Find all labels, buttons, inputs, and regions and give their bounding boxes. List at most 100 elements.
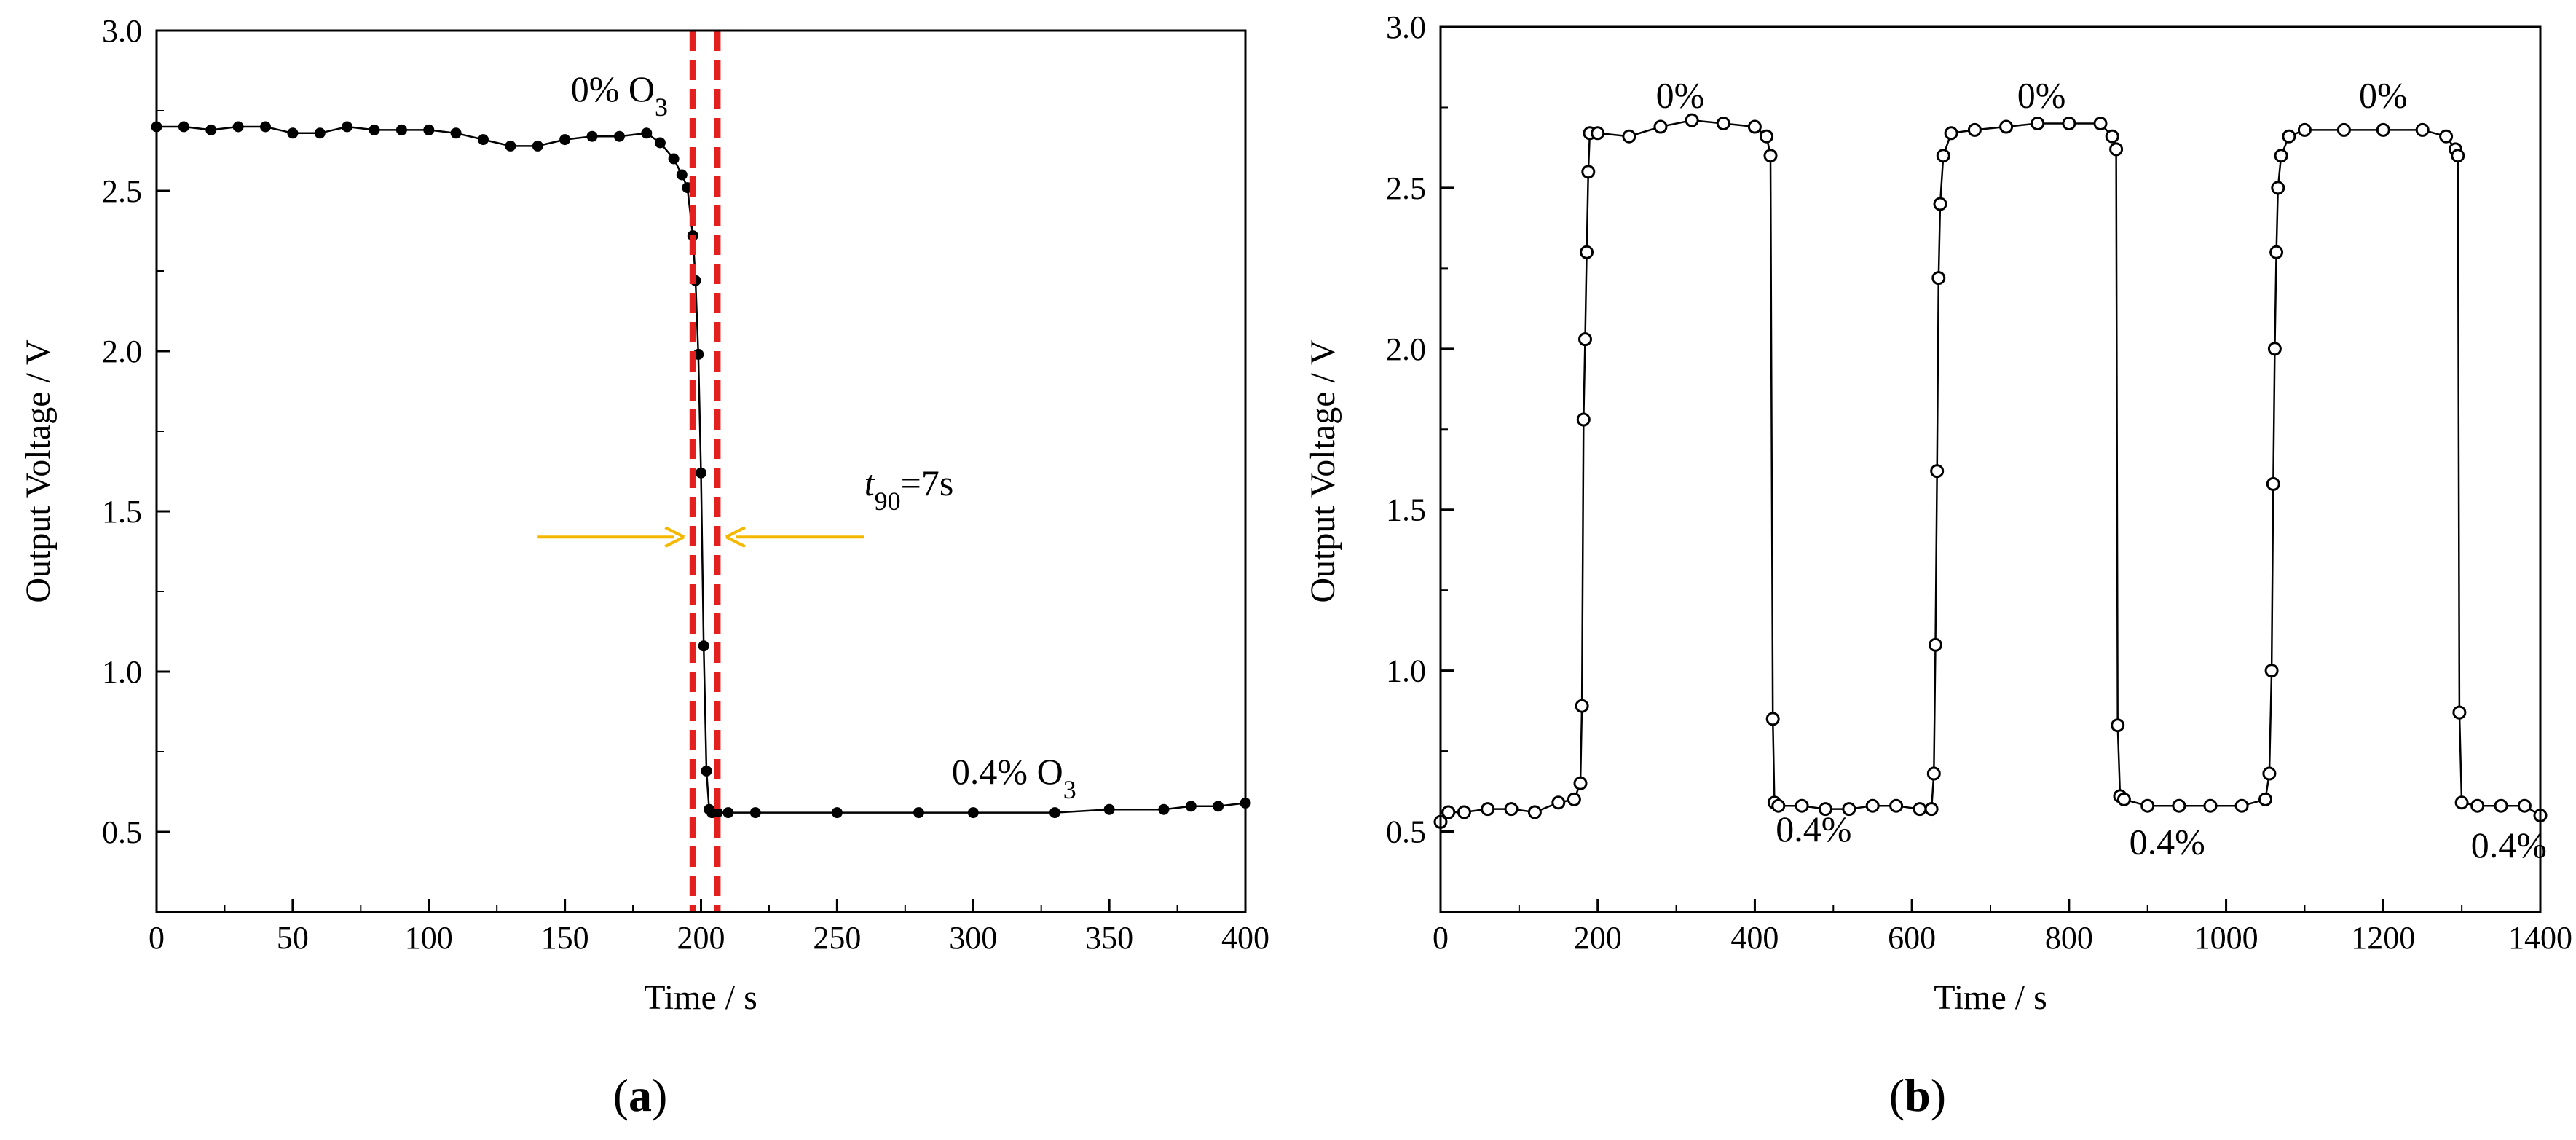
panel-b-data-point	[1567, 792, 1581, 806]
panel-b-data-point	[1842, 802, 1856, 817]
panel-a-x-tick-label: 250	[813, 920, 861, 956]
panel-b-annotation-5: 0.4%	[2471, 825, 2547, 865]
panel-b-annotation-1: 0%	[2017, 74, 2066, 115]
panel-a-y-tick-label: 3.0	[102, 13, 142, 49]
panel-b-annotation-2: 0%	[2359, 74, 2408, 115]
panel-b-data-point	[2031, 117, 2045, 130]
panel-a-data-point	[205, 124, 217, 135]
panel-a-data-point	[1158, 803, 1170, 815]
panel-a-y-tick-label: 0.5	[102, 814, 142, 850]
panel-b-data-point	[2336, 122, 2351, 137]
panel-a-x-tick-label: 350	[1085, 920, 1133, 956]
panel-b-data-point	[2262, 766, 2277, 781]
panel-b-data-point	[1622, 129, 1636, 144]
panel-b-x-tick-label: 0	[1433, 920, 1449, 956]
panel-b-x-tick-label: 400	[1730, 920, 1779, 956]
panel-b-data-point	[1930, 464, 1945, 479]
panel-b-data-point	[1581, 165, 1596, 179]
panel-b-data-point	[2105, 129, 2119, 144]
panel-b-data-point	[1765, 712, 1780, 726]
panel-b-data-point	[2452, 705, 2467, 720]
panel-b-data-point	[2376, 122, 2390, 137]
panel-a-data-point	[369, 124, 380, 135]
panel-b-data-point	[1551, 795, 1566, 810]
panel-a-data-point	[260, 121, 271, 133]
panel-b-data-point	[2264, 664, 2279, 678]
panel-b-ticks: 0 200 400 600 800 1000 1200 1400 0.5 1.0 1.5 2.0 2.5…	[1386, 9, 2572, 956]
panel-a-x-tick-label: 0	[149, 920, 165, 956]
panel-a-data-point	[178, 121, 189, 133]
panel-b-data-point	[2258, 792, 2272, 806]
panel-b-x-tick-label: 1200	[2351, 920, 2415, 956]
panel-b-marks	[1433, 113, 2548, 829]
panel-a-data-point	[478, 134, 489, 146]
panel-b-data-point	[1913, 802, 1927, 817]
panel-b-data-point	[2109, 142, 2124, 157]
panel-a-annotation-t90: t90=7s	[864, 463, 954, 516]
panel-b-data-point	[1924, 802, 1939, 817]
panel-a-data-point	[654, 137, 666, 149]
panel-b-data-point	[1819, 802, 1832, 817]
panel-b-annotation-0: 0%	[1656, 74, 1705, 115]
panel-b-data-point	[1889, 798, 1904, 813]
panel-a-y-tick-label: 2.5	[102, 173, 142, 209]
panel-a-x-tick-label: 150	[541, 920, 589, 956]
panel-a-data-point	[287, 127, 299, 139]
panel-b-data-point	[1999, 119, 2014, 134]
panel-b-data-point	[1929, 637, 1942, 652]
panel-b-data-point	[1653, 119, 1668, 134]
panel-b-x-tick-label: 1400	[2508, 920, 2572, 956]
panel-a-data-point	[586, 130, 598, 142]
panel-a-data-point	[1049, 807, 1060, 819]
panel-a-data-point	[749, 807, 761, 819]
panel-b-data-point	[2274, 149, 2288, 163]
panel-a-data-point	[722, 807, 734, 819]
panel-a-data-point	[559, 134, 571, 146]
panel-b-data-point	[1865, 798, 1880, 813]
panel-b-data-point	[1481, 802, 1495, 817]
panel-b-x-tick-label: 800	[2045, 920, 2093, 956]
panel-a-data-point	[913, 807, 924, 819]
panel-label-b: (b)	[1889, 1069, 1946, 1121]
panel-a-marks	[151, 31, 1251, 912]
panel-a-data-point	[423, 124, 435, 135]
panel-a-data-point	[613, 130, 625, 142]
panel-b-data-point	[1441, 805, 1456, 819]
panel-b-data-point	[2203, 798, 2218, 813]
panel-a-data-point	[712, 807, 723, 819]
panel-b-data-point	[1967, 122, 1982, 137]
panel-b-data-point	[1771, 798, 1786, 813]
panel-a-x-tick-label: 100	[405, 920, 453, 956]
panel-b-data-point	[2172, 798, 2186, 813]
panel-b-data-point	[1747, 119, 1762, 134]
panel-b-data-point	[2415, 122, 2430, 137]
panel-a-x-tick-label: 50	[277, 920, 309, 956]
panel-a-data-point	[1185, 801, 1197, 812]
panel-b-data-point	[2266, 476, 2280, 491]
panel-b-data-point	[2494, 798, 2508, 813]
panel-b-data-point	[1936, 149, 1950, 163]
panel-a-x-tick-label: 200	[677, 920, 725, 956]
panel-b-data-point	[2517, 798, 2532, 813]
panel-a-y-tick-label: 1.0	[102, 654, 142, 690]
panel-a-annotation-0pct-o3: 0% O3	[571, 68, 668, 122]
panel-a-ticks: 0 50 100 150 200 250 300 350 400 0.5 1.0 1.5 2.0 2.5 3…	[102, 13, 1269, 956]
panel-b-data-point	[1760, 129, 1774, 144]
panel-a-data-point	[967, 807, 979, 819]
panel-a-data-point	[1213, 801, 1224, 812]
panel-a-x-axis-title: Time / s	[644, 978, 757, 1017]
panel-a-y-tick-label: 2.0	[102, 334, 142, 369]
panel-b-data-point	[1504, 802, 1519, 817]
panel-a-data-point	[698, 640, 709, 652]
panel-b-data-point	[1933, 197, 1947, 211]
panel-b-y-tick-label: 2.5	[1386, 170, 1426, 206]
panel-b-data-point	[2297, 122, 2312, 137]
panel-b-data-point	[1576, 412, 1591, 427]
panel-a-data-point	[676, 169, 688, 181]
panel-a-data-point	[232, 121, 244, 133]
panel-b-data-point	[2439, 129, 2454, 144]
panel-b-data-point	[1457, 805, 1471, 819]
panel-a-x-tick-label: 400	[1221, 920, 1269, 956]
panel-b-annotation-4: 0.4%	[2130, 821, 2205, 862]
